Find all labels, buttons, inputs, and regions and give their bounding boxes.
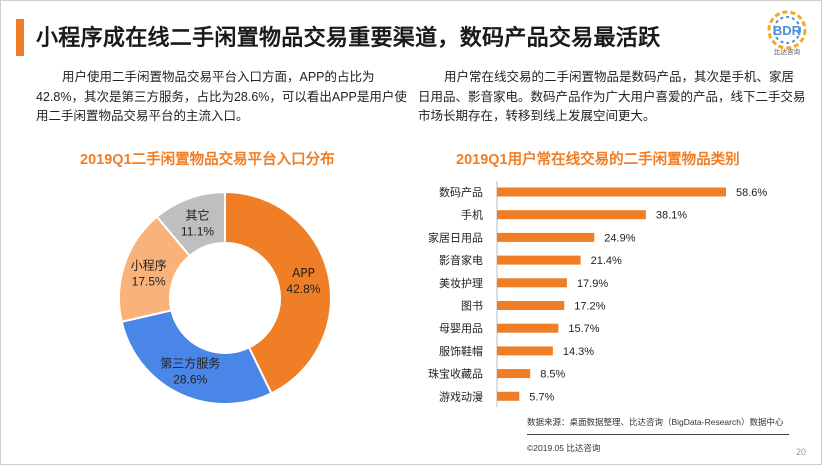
bar-value-label: 8.5% [540,369,565,381]
bar-value-label: 17.9% [577,278,608,290]
bdr-logo: BDR 比达咨询 [767,10,807,56]
bar-category-label: 珠宝收藏品 [428,367,483,381]
donut-slice-label: 小程序 [131,257,167,272]
donut-slice [120,309,273,405]
bar-category-label: 游戏动漫 [439,389,483,403]
donut-slice-value: 11.1% [181,224,214,238]
bar [497,369,531,379]
bar-category-label: 影音家电 [439,253,483,267]
donut-slice [155,190,226,258]
bar [497,346,553,356]
bar [497,232,595,242]
bar-category-label: 图书 [461,300,483,313]
page-title: 小程序成在线二手闲置物品交易重要渠道，数码产品交易最活跃 [36,25,661,50]
bar-chart-title: 2019Q1用户常在线交易的二手闲置物品类别 [456,152,740,168]
bar [497,187,726,197]
donut-slice-label: 第三方服务 [160,356,220,371]
data-source-note: 数据来源：桌面数据整理、比达咨询（BigData-Research）数据中心 [527,417,784,427]
bar [497,323,559,333]
bar-value-label: 14.3% [563,346,594,358]
bar-category-label: 手机 [461,208,483,222]
bar-value-label: 5.7% [529,391,554,403]
bar-category-label: 服饰鞋帽 [439,344,483,358]
title-accent-bar [16,19,24,56]
bar [497,255,581,265]
logo-subtext: 比达咨询 [774,47,801,56]
donut-slice-value: 28.6% [173,373,207,387]
bar [497,391,520,401]
donut-slice [224,190,332,395]
logo-ring-icon [767,10,807,50]
donut-slice-label: APP [292,266,315,280]
bar-value-label: 58.6% [736,187,767,199]
bar-value-label: 24.9% [604,232,635,244]
donut-chart-title: 2019Q1二手闲置物品交易平台入口分布 [80,152,335,168]
bar-value-label: 17.2% [574,301,605,313]
bar-category-label: 母婴用品 [439,322,483,335]
bar-value-label: 38.1% [656,210,687,222]
footer-divider [527,434,789,435]
bar-category-label: 数码产品 [439,185,483,199]
donut-slice-value: 17.5% [132,274,166,288]
donut-slice-label: 其它 [185,207,209,222]
bar-category-label: 美妆护理 [439,276,483,290]
logo-text: BDR [773,23,802,38]
donut-slice-value: 42.8% [286,282,320,296]
bar-value-label: 15.7% [568,323,599,335]
intro-paragraph-left: 用户使用二手闲置物品交易平台入口方面，APP的占比为42.8%，其次是第三方服务… [36,70,407,123]
page-number: 20 [796,447,807,457]
intro-paragraph-right: 用户常在线交易的二手闲置物品是数码产品，其次是手机、家居日用品、影音家电。数码产… [418,70,806,123]
bar [497,301,565,310]
bar [497,210,646,220]
bar [497,278,567,288]
copyright-note: ©2019.05 比达咨询 [527,443,601,453]
bar-category-label: 家居日用品 [428,230,483,244]
bar-value-label: 21.4% [591,255,622,267]
